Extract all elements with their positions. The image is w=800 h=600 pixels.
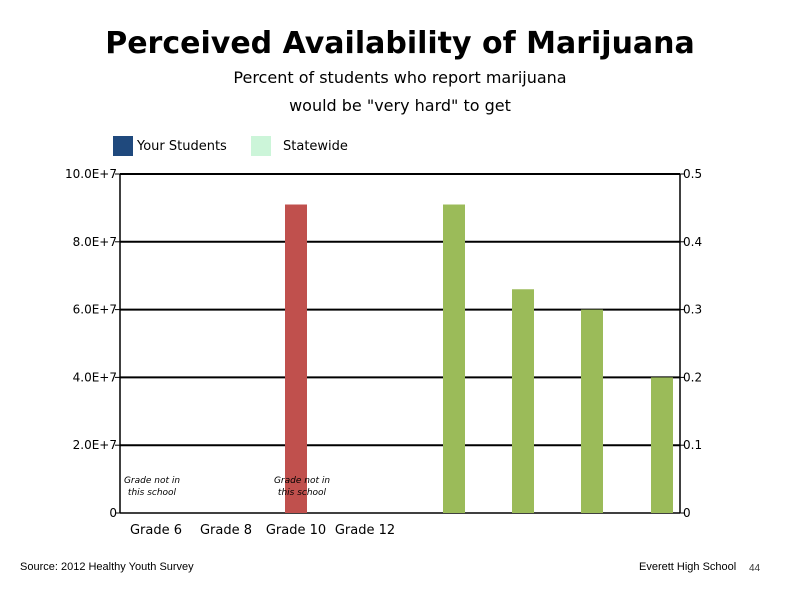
chart-subtitle-line-1: Percent of students who report marijuana bbox=[233, 68, 567, 87]
page-number: 44 bbox=[749, 563, 761, 574]
left-axis-tick-label: 2.0E+7 bbox=[73, 438, 117, 452]
category-label: Grade 10 bbox=[266, 523, 326, 538]
bar bbox=[443, 204, 465, 513]
chart-subtitle-line-2: would be "very hard" to get bbox=[289, 96, 511, 115]
left-axis-tick-label: 8.0E+7 bbox=[73, 235, 117, 249]
source-note: Source: 2012 Healthy Youth Survey bbox=[20, 561, 194, 573]
legend-label-your-students: Your Students bbox=[137, 138, 227, 154]
bar bbox=[285, 204, 307, 513]
category-label: Grade 6 bbox=[130, 523, 182, 538]
left-axis-tick-label: 0 bbox=[109, 506, 117, 520]
right-axis-tick-label: 0.3 bbox=[683, 303, 702, 317]
annotation-label: Grade not in bbox=[124, 476, 180, 486]
category-label: Grade 12 bbox=[335, 523, 395, 538]
legend-swatch-statewide bbox=[251, 136, 271, 156]
legend-swatch-your-students bbox=[113, 136, 133, 156]
annotation-label: Grade not in bbox=[274, 476, 330, 486]
bar bbox=[581, 309, 603, 513]
category-label: Grade 8 bbox=[200, 523, 252, 538]
right-axis-tick-label: 0.4 bbox=[683, 235, 702, 249]
right-axis-tick-label: 0.2 bbox=[683, 370, 702, 384]
bar bbox=[512, 289, 534, 513]
bar bbox=[651, 377, 673, 513]
legend-item-your-students: Your Students bbox=[113, 136, 227, 156]
left-axis-tick-label: 10.0E+7 bbox=[65, 167, 117, 181]
right-axis-tick-label: 0.5 bbox=[683, 167, 702, 181]
right-axis-tick-label: 0.1 bbox=[683, 438, 702, 452]
legend-item-statewide: Statewide bbox=[251, 136, 348, 156]
right-axis-tick-label: 0 bbox=[683, 506, 691, 520]
annotation-label: this school bbox=[128, 488, 177, 498]
chart-title: Perceived Availability of Marijuana bbox=[105, 26, 695, 61]
legend-label-statewide: Statewide bbox=[283, 138, 348, 154]
left-axis-tick-label: 6.0E+7 bbox=[73, 303, 117, 317]
school-name: Everett High School bbox=[639, 561, 737, 573]
left-axis-tick-label: 4.0E+7 bbox=[73, 370, 117, 384]
annotation-label: this school bbox=[278, 488, 327, 498]
